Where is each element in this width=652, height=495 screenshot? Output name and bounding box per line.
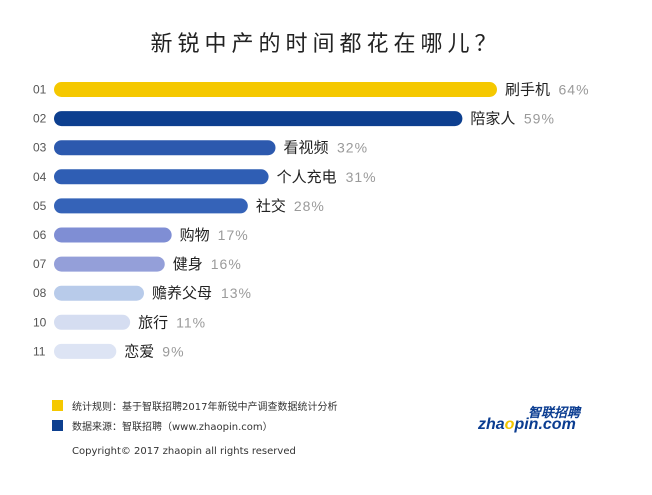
category-label: 健身 — [173, 255, 203, 273]
category-label: 购物 — [180, 226, 210, 244]
rank-label: 02 — [33, 112, 47, 126]
rule-swatch — [52, 400, 63, 411]
category-label: 刷手机 — [505, 81, 550, 99]
rank-label: 04 — [33, 170, 47, 184]
value-label: 16% — [211, 256, 242, 272]
rank-label: 06 — [33, 228, 47, 242]
zhaopin-logo: 智联招聘 zhaopin.com — [478, 402, 598, 436]
logo-en-pre: zha — [478, 416, 505, 433]
bar — [54, 314, 131, 330]
rank-label: 08 — [33, 286, 47, 300]
value-label: 9% — [162, 343, 184, 359]
bar — [54, 256, 165, 272]
rank-label: 07 — [33, 257, 47, 271]
bar-chart: 01 刷手机 64% 02 陪家人 59% 03 看视频 32% 04 个人充电 31% 05 社交 28%… — [33, 81, 590, 361]
rank-label: 03 — [33, 141, 47, 155]
source-text: 数据来源：智联招聘（www.zhaopin.com） — [72, 422, 273, 433]
category-label: 旅行 — [138, 313, 168, 331]
value-label: 11% — [176, 314, 206, 330]
rank-label: 10 — [33, 315, 47, 329]
source-swatch — [52, 420, 63, 431]
rule-text: 统计规则：基于智联招聘2017年新锐中产调查数据统计分析 — [72, 402, 338, 413]
category-label: 恋爱 — [124, 342, 154, 360]
category-label: 看视频 — [284, 139, 329, 157]
bar — [54, 111, 463, 127]
category-label: 社交 — [256, 197, 286, 215]
category-label: 个人充电 — [277, 168, 337, 186]
bar — [54, 198, 248, 214]
value-label: 59% — [524, 111, 555, 127]
value-label: 28% — [294, 198, 325, 214]
bar — [54, 227, 172, 243]
value-label: 17% — [218, 227, 249, 243]
rank-label: 05 — [33, 199, 47, 213]
bar — [54, 285, 144, 301]
value-label: 13% — [221, 285, 252, 301]
bar — [54, 343, 117, 359]
bar — [54, 82, 497, 97]
category-label: 赡养父母 — [152, 284, 212, 302]
rank-label: 01 — [33, 83, 47, 97]
chart-title: 新锐中产的时间都花在哪儿？ — [150, 32, 502, 57]
value-label: 32% — [337, 140, 368, 156]
logo-english: zhaopin.com — [478, 416, 576, 434]
value-label: 64% — [559, 82, 590, 98]
copyright-text: Copyright© 2017 zhaopin all rights reser… — [72, 446, 296, 457]
rank-label: 11 — [33, 344, 46, 358]
logo-en-post: pin.com — [514, 416, 576, 433]
category-label: 陪家人 — [470, 110, 515, 128]
bar — [54, 169, 269, 185]
bar — [54, 140, 276, 156]
logo-en-o: o — [504, 416, 515, 433]
logo-chinese: 智联招聘 — [527, 406, 580, 421]
value-label: 31% — [346, 169, 377, 185]
